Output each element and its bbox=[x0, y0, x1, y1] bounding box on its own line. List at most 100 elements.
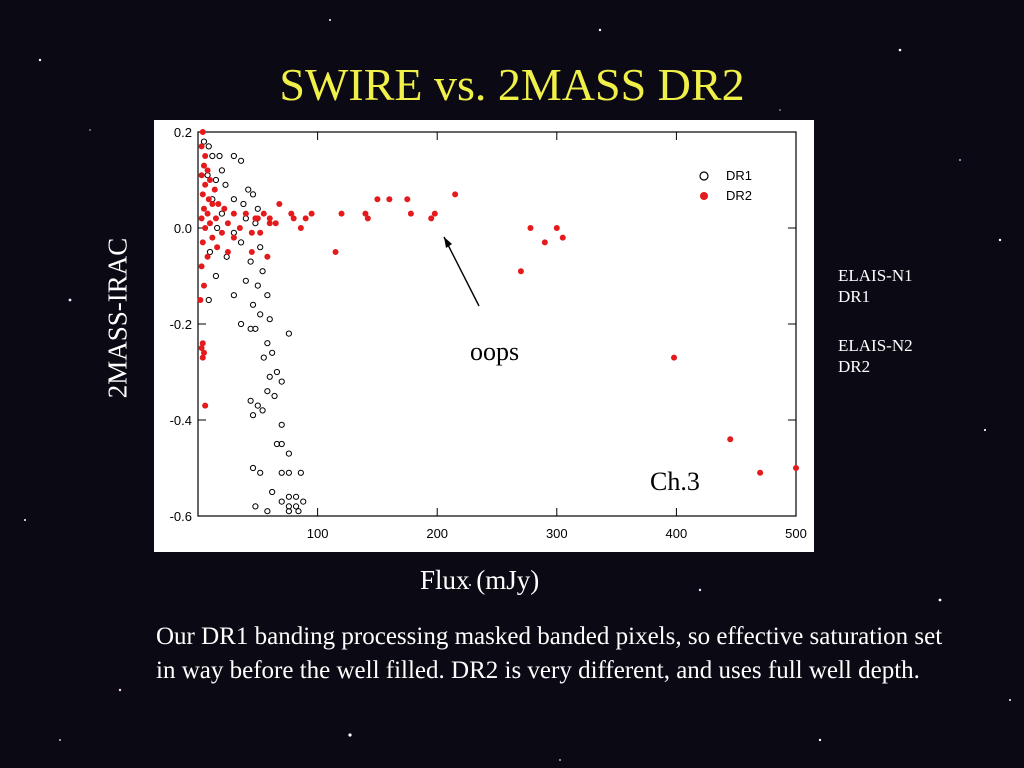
dr1-point bbox=[297, 469, 304, 476]
dr1-point bbox=[264, 340, 271, 347]
plot-frame bbox=[197, 131, 797, 517]
dr2-point bbox=[199, 191, 206, 198]
dr2-point bbox=[230, 234, 237, 241]
dr1-point bbox=[266, 316, 273, 323]
dr1-point bbox=[209, 152, 216, 160]
note-release: DR2 bbox=[838, 357, 871, 377]
dr1-point bbox=[245, 186, 252, 193]
dr1-point bbox=[247, 397, 254, 404]
dr2-point bbox=[264, 253, 271, 260]
dr2-point bbox=[386, 196, 393, 203]
dr2-point bbox=[290, 215, 297, 222]
dr1-point bbox=[254, 205, 261, 212]
dr1-point bbox=[216, 152, 223, 160]
legend-marker bbox=[700, 192, 708, 200]
dr1-point bbox=[295, 508, 302, 515]
dr1-point bbox=[237, 320, 245, 328]
dr2-point bbox=[202, 225, 209, 231]
dr2-point bbox=[204, 253, 211, 260]
annotation-oops: oops bbox=[470, 337, 519, 366]
dr2-point bbox=[224, 220, 231, 227]
annotation-channel: Ch.3 bbox=[650, 467, 700, 496]
dr1-point bbox=[200, 138, 208, 145]
note-field: ELAIS-N1 bbox=[838, 266, 913, 285]
dr1-point bbox=[214, 224, 221, 232]
dr2-point bbox=[236, 225, 243, 231]
dr2-point bbox=[517, 268, 524, 275]
dr2-point bbox=[204, 210, 211, 217]
dr1-point bbox=[269, 488, 276, 496]
dr2-point bbox=[257, 229, 264, 236]
dr2-point bbox=[221, 205, 228, 212]
legend-label: DR1 bbox=[726, 168, 752, 183]
dr2-point bbox=[541, 239, 548, 246]
note-release: DR1 bbox=[838, 287, 871, 307]
dr1-point bbox=[218, 210, 226, 217]
dr1-point bbox=[249, 464, 257, 472]
dr1-point bbox=[259, 268, 266, 275]
dr1-point bbox=[205, 296, 212, 304]
dr2-point bbox=[671, 354, 678, 361]
dr2-point bbox=[272, 220, 279, 227]
y-tick-label: 0.2 bbox=[174, 125, 192, 140]
dr2-point bbox=[212, 215, 219, 222]
dr1-point bbox=[300, 498, 307, 505]
dr2-point bbox=[559, 234, 566, 241]
dr1-point bbox=[292, 493, 300, 500]
dr1-point bbox=[242, 277, 249, 284]
dr2-point bbox=[205, 196, 212, 203]
dr2-point bbox=[199, 354, 206, 361]
dr2-point bbox=[198, 263, 205, 270]
dr2-point bbox=[757, 469, 764, 476]
dr1-point bbox=[247, 258, 254, 265]
dr1-point bbox=[269, 349, 276, 356]
dr1-point bbox=[205, 143, 212, 150]
dr2-point bbox=[288, 210, 295, 217]
dr1-point bbox=[249, 412, 257, 419]
dr2-point bbox=[199, 239, 206, 246]
dr2-point bbox=[407, 210, 414, 217]
dr2-point bbox=[215, 201, 222, 207]
legend-label: DR2 bbox=[726, 188, 752, 203]
dr1-point bbox=[278, 421, 285, 428]
dr2-point bbox=[214, 244, 221, 251]
dr1-point bbox=[264, 292, 271, 299]
dr2-point bbox=[198, 172, 205, 179]
dr1-point bbox=[254, 282, 261, 289]
dr1-point bbox=[278, 469, 285, 476]
dr2-point bbox=[197, 297, 204, 303]
dr1-point bbox=[278, 440, 285, 448]
dr2-point bbox=[793, 465, 799, 471]
dr2-point bbox=[302, 215, 309, 222]
dr1-point bbox=[240, 200, 247, 208]
dr1-point bbox=[222, 181, 229, 188]
y-tick-label: -0.4 bbox=[170, 413, 192, 428]
dr2-point bbox=[211, 186, 218, 193]
dr2-point bbox=[198, 143, 205, 150]
dr2-point bbox=[252, 215, 259, 222]
dr1-point bbox=[218, 167, 226, 174]
dr1-point bbox=[260, 354, 267, 361]
dr2-point bbox=[727, 436, 734, 443]
dr2-point bbox=[364, 215, 371, 222]
x-tick-label: 300 bbox=[546, 526, 568, 541]
dr1-point bbox=[237, 239, 245, 246]
dr2-point bbox=[248, 229, 255, 236]
dr1-point bbox=[212, 272, 220, 280]
dr1-point bbox=[249, 301, 257, 308]
dr2-point bbox=[452, 191, 459, 198]
y-tick-label: 0.0 bbox=[174, 221, 192, 236]
dr2-point bbox=[200, 205, 207, 212]
chart-svg: 100 200 300 400 500 0.2 0.0 -0.2 -0.4 -0.6 DR1 DR2 o… bbox=[170, 125, 807, 541]
dr2-point bbox=[404, 196, 411, 203]
dr2-point bbox=[308, 210, 315, 217]
dr2-point bbox=[276, 201, 283, 207]
x-tick-label: 100 bbox=[307, 526, 329, 541]
dr1-point bbox=[212, 176, 220, 184]
note-field: ELAIS-N2 bbox=[838, 336, 913, 355]
y-tick-label: -0.2 bbox=[170, 317, 192, 332]
slide-caption: Our DR1 banding processing masked banded… bbox=[156, 623, 943, 684]
dr2-point bbox=[230, 210, 237, 217]
dr2-point bbox=[553, 225, 560, 231]
dr1-point bbox=[223, 253, 230, 260]
